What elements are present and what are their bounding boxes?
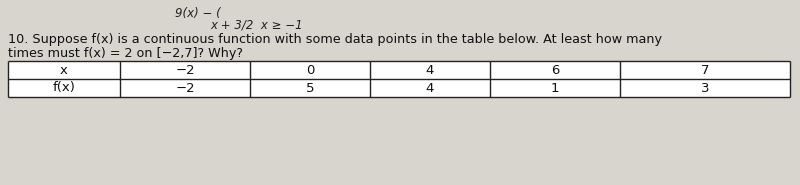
Text: 10. Suppose f(x) is a continuous function with some data points in the table bel: 10. Suppose f(x) is a continuous functio… (8, 33, 662, 46)
Text: 6: 6 (551, 63, 559, 77)
Text: −2: −2 (175, 82, 195, 95)
Text: 0: 0 (306, 63, 314, 77)
Text: f(x): f(x) (53, 82, 75, 95)
Text: x: x (60, 63, 68, 77)
Text: 9(x) − (: 9(x) − ( (175, 7, 221, 20)
Text: 5: 5 (306, 82, 314, 95)
Text: 1: 1 (550, 82, 559, 95)
Text: 4: 4 (426, 63, 434, 77)
Text: 4: 4 (426, 82, 434, 95)
Text: x + 3/2  x ≥ −1: x + 3/2 x ≥ −1 (210, 18, 302, 31)
Text: times must f(x) = 2 on [−2,7]? Why?: times must f(x) = 2 on [−2,7]? Why? (8, 47, 243, 60)
Text: −2: −2 (175, 63, 195, 77)
Text: 3: 3 (701, 82, 710, 95)
Text: 7: 7 (701, 63, 710, 77)
Bar (8, 61, 790, 97)
